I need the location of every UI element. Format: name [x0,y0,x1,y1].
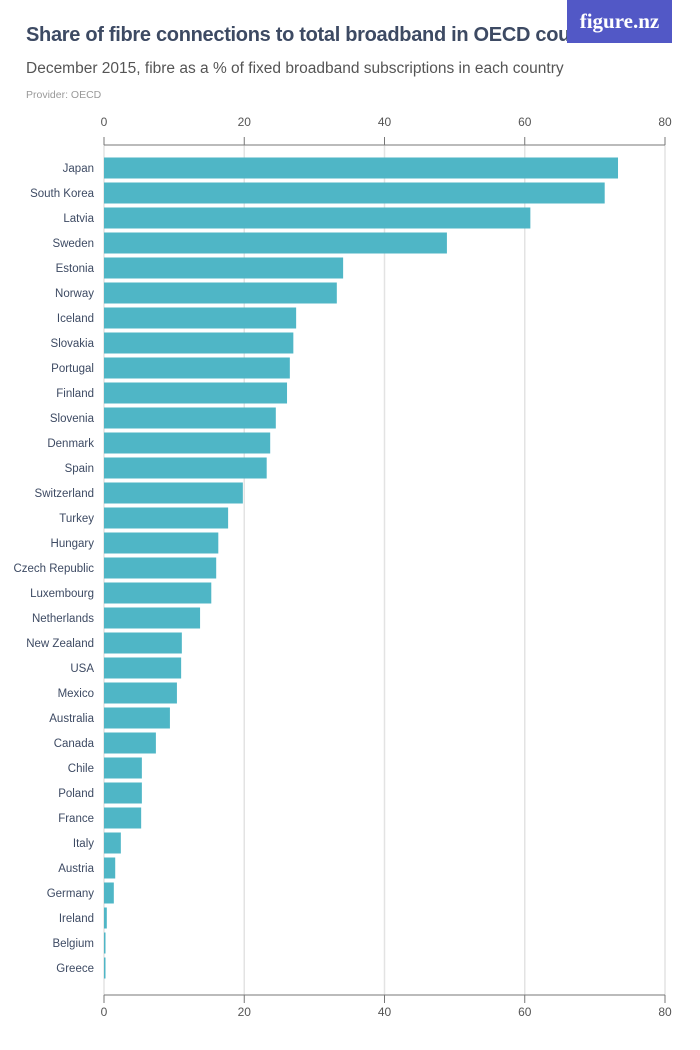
bar-luxembourg [104,582,212,604]
category-label: Sweden [52,238,94,250]
tick-label-top: 0 [101,115,108,129]
bar-finland [104,382,288,404]
bar-hungary [104,532,219,554]
category-label: New Zealand [26,638,94,650]
category-label: Belgium [52,938,94,950]
category-label: Poland [58,788,94,800]
bar-australia [104,707,170,729]
category-label: Australia [49,713,94,725]
bar-denmark [104,432,271,454]
bar-slovakia [104,332,294,354]
category-label: Austria [58,863,94,875]
bar-spain [104,457,267,479]
bar-south-korea [104,182,605,204]
category-label: South Korea [30,188,95,200]
category-label: Mexico [58,688,94,700]
category-label: Latvia [63,213,94,225]
bar-sweden [104,232,447,254]
tick-label-top: 60 [518,115,532,129]
tick-label-bottom: 80 [658,1005,672,1019]
category-label: Germany [47,888,95,900]
category-label: Spain [65,463,94,475]
category-label: Turkey [59,513,94,525]
tick-label-top: 20 [238,115,252,129]
category-label: Slovakia [51,338,95,350]
bar-estonia [104,257,344,279]
bar-austria [104,857,116,879]
bar-france [104,807,142,829]
category-label: Denmark [47,438,94,450]
bar-iceland [104,307,297,329]
bar-latvia [104,207,531,229]
bar-ireland [104,907,107,929]
category-label: Netherlands [32,613,94,625]
category-label: Switzerland [35,488,94,500]
category-label: Canada [54,738,95,750]
bar-norway [104,282,337,304]
bar-portugal [104,357,290,379]
bar-mexico [104,682,177,704]
bar-slovenia [104,407,276,429]
category-label: Portugal [51,363,94,375]
category-label: Chile [68,763,94,775]
category-label: Italy [73,838,94,850]
bar-italy [104,832,121,854]
bar-belgium [104,932,106,954]
provider-label: Provider: OECD [26,89,102,101]
category-label: Ireland [59,913,94,925]
bar-usa [104,657,182,679]
category-label: Czech Republic [13,563,94,575]
category-label: France [58,813,94,825]
category-label: Greece [56,963,94,975]
category-label: Luxembourg [30,588,94,600]
tick-label-bottom: 0 [101,1005,108,1019]
bar-czech-republic [104,557,217,579]
category-label: Hungary [51,538,95,550]
bar-japan [104,157,619,179]
bar-poland [104,782,142,804]
tick-label-top: 80 [658,115,672,129]
category-label: Norway [55,288,94,300]
tick-label-bottom: 20 [238,1005,252,1019]
tick-label-top: 40 [378,115,392,129]
bar-greece [104,957,106,979]
chart-subtitle: December 2015, fibre as a % of fixed bro… [26,60,564,77]
category-label: Finland [56,388,94,400]
bar-canada [104,732,156,754]
figure-nz-logo[interactable]: figure.nz [567,0,672,43]
category-label: Slovenia [50,413,95,425]
category-label: Japan [63,163,94,175]
chart-title: Share of fibre connections to total broa… [26,24,623,46]
category-label: Iceland [57,313,94,325]
bar-turkey [104,507,229,529]
bar-switzerland [104,482,243,504]
category-label: Estonia [56,263,95,275]
tick-label-bottom: 40 [378,1005,392,1019]
bar-chile [104,757,142,779]
bar-netherlands [104,607,201,629]
bar-germany [104,882,114,904]
bar-new-zealand [104,632,182,654]
tick-label-bottom: 60 [518,1005,532,1019]
category-label: USA [70,663,94,675]
